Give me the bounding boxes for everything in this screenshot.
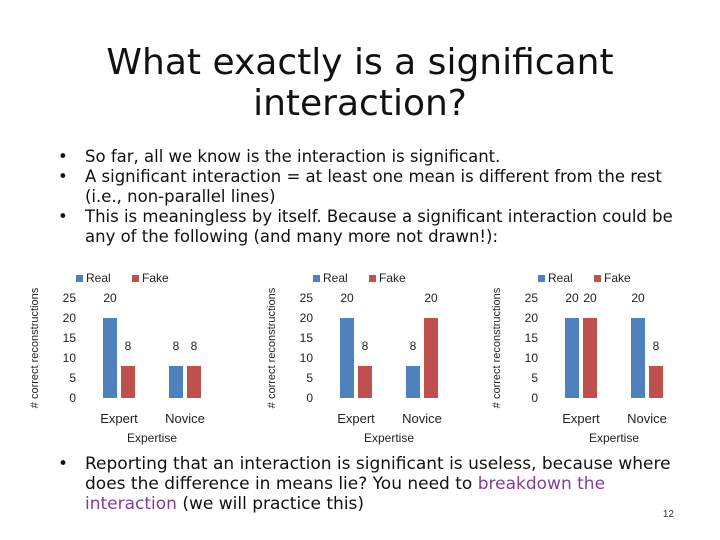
x-tick-label: Novice xyxy=(627,411,667,426)
bar-chart-2: Real Fake # correct reconstructions 25 20 15 1… xyxy=(266,271,442,445)
bar-real-expert xyxy=(103,318,117,398)
bar-real-novice xyxy=(406,366,420,398)
bullet-text: Reporting that an interaction is signifi… xyxy=(85,454,671,494)
page-number: 12 xyxy=(662,509,674,520)
legend-swatch-real xyxy=(538,275,545,282)
data-label: 20 xyxy=(424,291,438,305)
data-label: 20 xyxy=(565,291,579,305)
slide-title: What exactly is a significant interactio… xyxy=(106,42,614,124)
y-tick-label: 15 xyxy=(525,331,539,345)
data-label: 8 xyxy=(653,339,660,353)
data-label: 20 xyxy=(631,291,645,305)
x-tick-label: Novice xyxy=(402,411,442,426)
bullet-list-top: So far, all we know is the interaction i… xyxy=(58,147,698,247)
bar-real-expert xyxy=(340,318,354,398)
highlight-text: breakdown the interaction xyxy=(85,474,606,514)
legend-label-real: Real xyxy=(323,271,348,285)
x-axis-label: Expertise xyxy=(589,431,639,445)
y-tick-label: 0 xyxy=(69,391,76,405)
bar-fake-expert xyxy=(358,366,372,398)
bar-fake-novice xyxy=(424,318,438,398)
y-tick-label: 5 xyxy=(69,371,76,385)
y-tick-label: 25 xyxy=(63,291,77,305)
data-label: 20 xyxy=(583,291,597,305)
data-label: 8 xyxy=(191,339,198,353)
data-label: 8 xyxy=(173,339,180,353)
y-axis-label: # correct reconstructions xyxy=(29,287,41,408)
bullet-text-end: (we will practice this) xyxy=(176,494,365,514)
bar-real-expert xyxy=(565,318,579,398)
y-tick-label: 20 xyxy=(525,311,539,325)
bullet-item: This is meaningless by itself. Because a… xyxy=(58,207,698,247)
data-label: 8 xyxy=(125,339,132,353)
y-tick-label: 10 xyxy=(300,351,314,365)
data-label: 8 xyxy=(410,339,417,353)
x-tick-label: Expert xyxy=(100,411,138,426)
bar-real-novice xyxy=(631,318,645,398)
data-label: 20 xyxy=(103,291,117,305)
y-tick-label: 10 xyxy=(63,351,77,365)
bar-real-novice xyxy=(169,366,183,398)
legend-label-real: Real xyxy=(86,271,111,285)
x-axis-label: Expertise xyxy=(127,431,177,445)
y-tick-label: 20 xyxy=(63,311,77,325)
bullet-item: So far, all we know is the interaction i… xyxy=(58,147,698,167)
y-tick-label: 10 xyxy=(525,351,539,365)
y-tick-label: 5 xyxy=(531,371,538,385)
x-axis-label: Expertise xyxy=(364,431,414,445)
legend-swatch-real xyxy=(76,275,83,282)
x-tick-label: Expert xyxy=(337,411,375,426)
x-tick-label: Expert xyxy=(562,411,600,426)
legend-swatch-fake xyxy=(369,275,376,282)
y-tick-label: 25 xyxy=(525,291,539,305)
legend-swatch-fake xyxy=(594,275,601,282)
bullet-list-bottom: Reporting that an interaction is signifi… xyxy=(58,454,678,514)
bar-fake-novice xyxy=(649,366,663,398)
y-tick-label: 0 xyxy=(531,391,538,405)
bullet-item-conclusion: Reporting that an interaction is signifi… xyxy=(58,454,678,514)
legend-label-fake: Fake xyxy=(604,271,631,285)
bar-chart-3: Real Fake # correct reconstructions 25 20 15 1… xyxy=(491,271,667,445)
legend-swatch-fake xyxy=(132,275,139,282)
legend-label-fake: Fake xyxy=(379,271,406,285)
legend-label-real: Real xyxy=(548,271,573,285)
x-tick-label: Novice xyxy=(165,411,205,426)
data-label: 20 xyxy=(340,291,354,305)
bar-fake-expert xyxy=(583,318,597,398)
data-label: 8 xyxy=(362,339,369,353)
bar-fake-novice xyxy=(187,366,201,398)
y-axis-label: # correct reconstructions xyxy=(491,287,503,408)
legend-swatch-real xyxy=(313,275,320,282)
y-tick-label: 15 xyxy=(63,331,77,345)
bar-chart-1: Real Fake # correct reconstructions 25 20 15 1… xyxy=(29,271,205,445)
y-tick-label: 15 xyxy=(300,331,314,345)
y-axis-label: # correct reconstructions xyxy=(266,287,278,408)
legend-label-fake: Fake xyxy=(142,271,169,285)
y-tick-label: 0 xyxy=(306,391,313,405)
y-tick-label: 25 xyxy=(300,291,314,305)
bullet-item: A significant interaction = at least one… xyxy=(58,167,698,207)
y-tick-label: 5 xyxy=(306,371,313,385)
y-tick-label: 20 xyxy=(300,311,314,325)
bar-fake-expert xyxy=(121,366,135,398)
